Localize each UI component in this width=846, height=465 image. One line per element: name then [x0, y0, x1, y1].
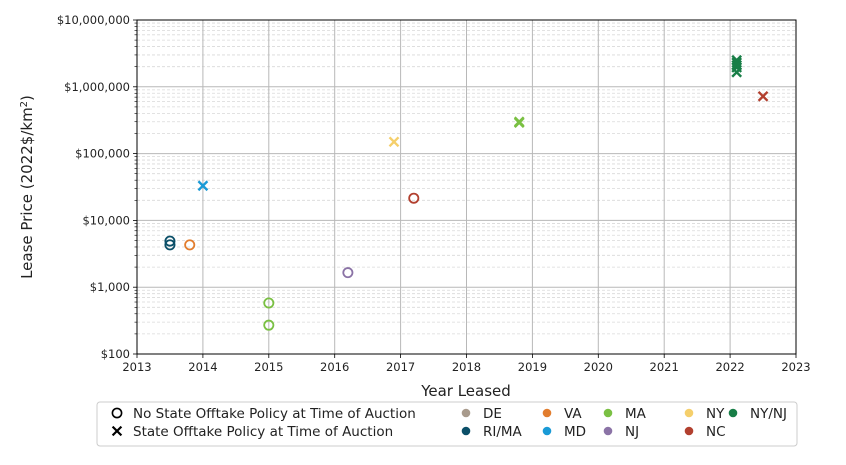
- data-point-x: [731, 66, 743, 78]
- legend-state-swatch: [728, 408, 738, 418]
- x-tick-label: 2023: [781, 360, 810, 374]
- legend-state-swatch: [461, 408, 471, 418]
- legend-state-label: VA: [564, 406, 582, 422]
- data-point-circle: [263, 297, 275, 309]
- major-gridlines: [136, 19, 797, 355]
- y-axis-title-main: Lease Price (2022$/km: [18, 107, 36, 279]
- x-tick-label: 2021: [650, 360, 679, 374]
- legend-state-label: NC: [706, 424, 726, 440]
- legend-frame: [96, 401, 798, 447]
- legend-circle-marker: [111, 407, 123, 419]
- data-point-x: [197, 180, 209, 192]
- legend-x-marker: [111, 425, 123, 437]
- y-tick-label: $100,000: [75, 147, 130, 161]
- y-tick-label: $100: [101, 347, 130, 361]
- legend-state-label: MD: [564, 424, 586, 440]
- x-tick-label: 2014: [188, 360, 217, 374]
- x-axis: 2013 2014 2015 2016 2017 2018 2019 2020 2021 2022…: [122, 354, 811, 374]
- y-tick-label: $10,000,000: [57, 13, 130, 27]
- y-axis-title: Lease Price (2022$/km2): [18, 95, 36, 279]
- legend-state-label: RI/MA: [483, 424, 523, 440]
- legend-marker-label: No State Offtake Policy at Time of Aucti…: [133, 406, 416, 422]
- data-point-circle: [263, 319, 275, 331]
- data-point-x: [388, 136, 400, 148]
- x-axis-title: Year Leased: [420, 382, 511, 400]
- legend-marker-label: State Offtake Policy at Time of Auction: [133, 424, 393, 440]
- data-point-x: [513, 117, 525, 129]
- data-point-x: [757, 90, 769, 102]
- legend-state-swatch: [542, 408, 552, 418]
- data-point-circle: [164, 239, 176, 251]
- x-tick-label: 2017: [386, 360, 415, 374]
- legend-state-swatch: [603, 426, 613, 436]
- data-point-circle: [164, 235, 176, 247]
- x-tick-label: 2016: [320, 360, 349, 374]
- legend-state-swatch: [603, 408, 613, 418]
- x-tick-label: 2013: [122, 360, 151, 374]
- data-point-circle: [342, 267, 354, 279]
- x-tick-label: 2022: [715, 360, 744, 374]
- legend-state-swatch: [684, 408, 694, 418]
- legend: No State Offtake Policy at Time of Aucti…: [96, 401, 798, 447]
- legend-state-label: DE: [483, 406, 502, 422]
- legend-state-label: NJ: [625, 424, 639, 440]
- y-tick-label: $1,000,000: [64, 80, 130, 94]
- y-axis-title-close: ): [18, 95, 36, 101]
- y-axis: $100 $1,000 $10,000 $100,000 $1,000,000 $10,0…: [57, 13, 137, 361]
- y-tick-label: $10,000: [82, 213, 130, 227]
- legend-state-swatch: [542, 426, 552, 436]
- legend-state-swatch: [684, 426, 694, 436]
- legend-state-swatch: [461, 426, 471, 436]
- x-tick-label: 2019: [518, 360, 547, 374]
- x-tick-label: 2018: [452, 360, 481, 374]
- data-points: [164, 54, 769, 331]
- legend-state-label: MA: [625, 406, 647, 422]
- data-point-circle: [408, 192, 420, 204]
- legend-state-label: NY/NJ: [750, 406, 787, 422]
- data-point-circle: [184, 239, 196, 251]
- y-tick-label: $1,000: [90, 280, 130, 294]
- y-axis-title-superscript: 2: [19, 101, 30, 107]
- x-tick-label: 2020: [584, 360, 613, 374]
- x-tick-label: 2015: [254, 360, 283, 374]
- legend-state-label: NY: [706, 406, 725, 422]
